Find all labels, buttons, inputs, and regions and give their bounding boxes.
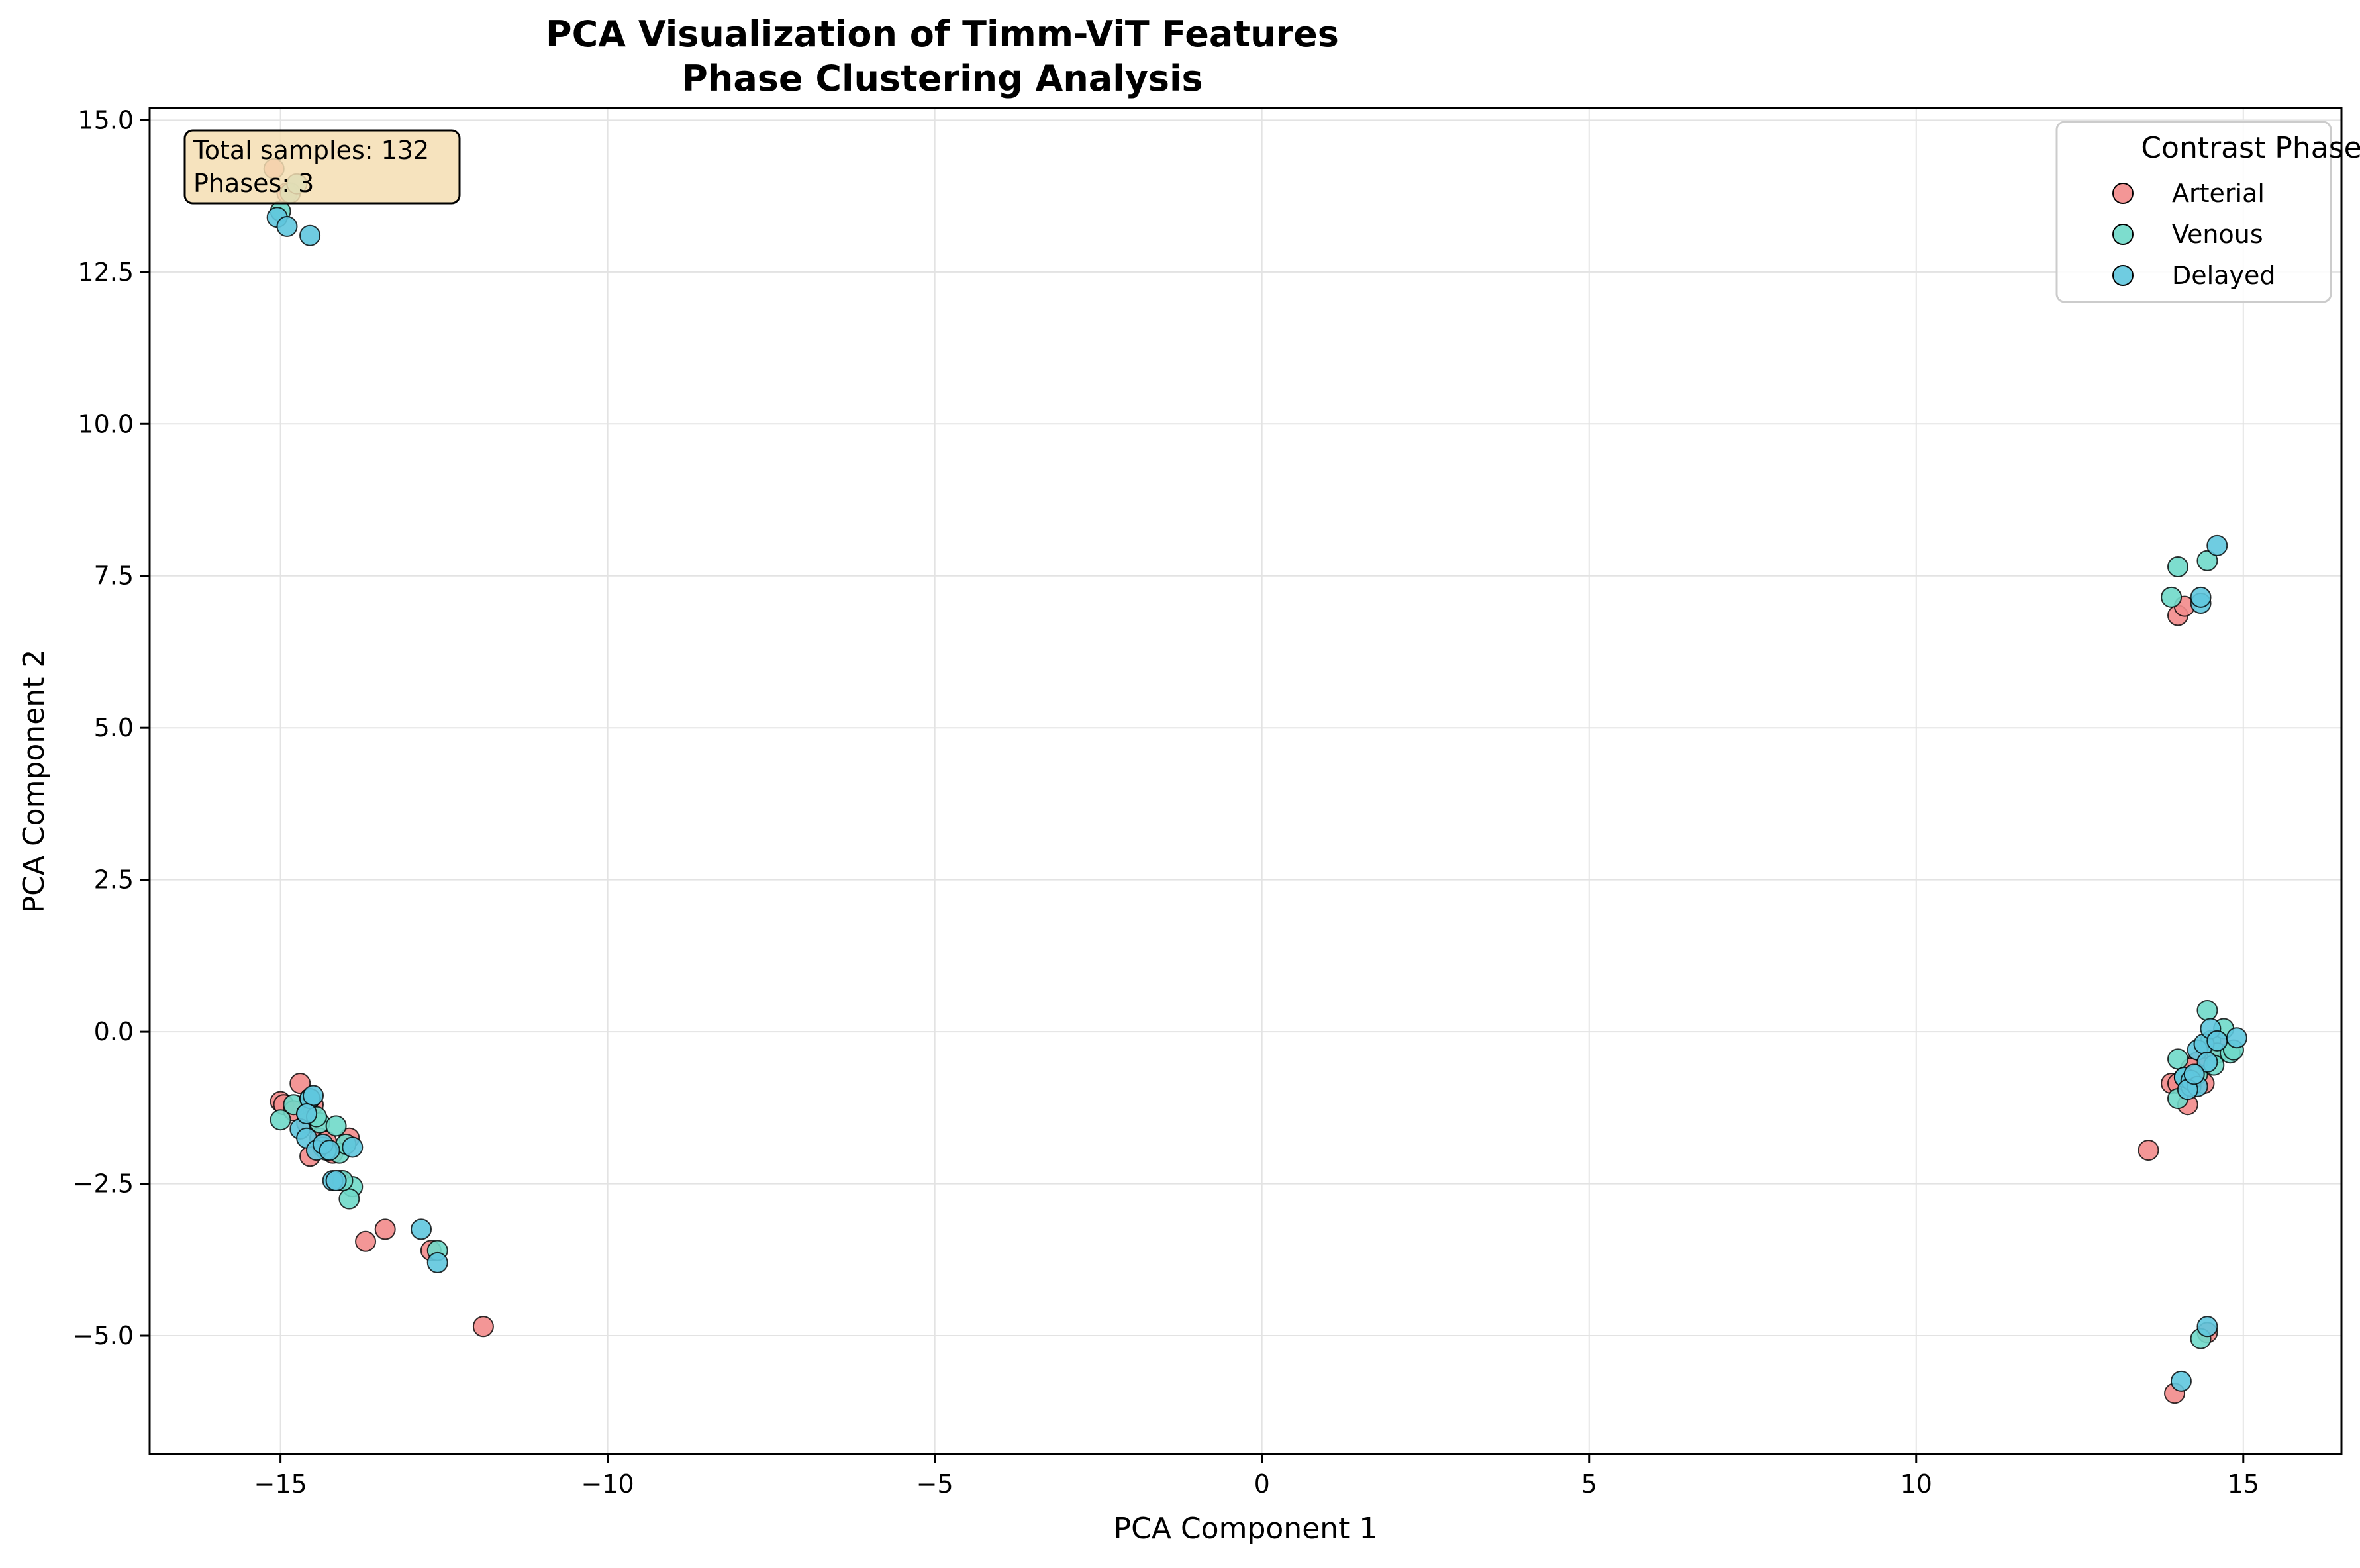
data-point-delayed (2170, 1370, 2192, 1392)
data-point-delayed (2206, 1030, 2228, 1052)
data-point-arterial (355, 1230, 377, 1252)
data-point-venous (2196, 550, 2218, 571)
y-tick-label: −5.0 (73, 1321, 134, 1350)
annotation-total-samples: Total samples: 132 (193, 136, 429, 165)
y-tick-label: 7.5 (94, 562, 134, 591)
x-tick-label: −10 (581, 1469, 634, 1498)
x-tick-label: 15 (2228, 1469, 2259, 1498)
chart-subtitle: Phase Clustering Analysis (681, 58, 1203, 99)
y-tick-label: −2.5 (73, 1169, 134, 1199)
x-tick-label: 0 (1254, 1469, 1270, 1498)
annotation-phases: Phases: 3 (193, 169, 314, 198)
y-tick-label: 15.0 (77, 105, 134, 134)
data-point-delayed (426, 1251, 448, 1273)
legend-marker-delayed (2112, 265, 2134, 286)
data-point-arterial (2138, 1140, 2159, 1161)
x-tick-label: −15 (254, 1469, 307, 1498)
data-point-delayed (2226, 1027, 2247, 1049)
data-point-delayed (2183, 1063, 2205, 1085)
data-point-venous (325, 1115, 347, 1137)
data-point-arterial (374, 1218, 396, 1240)
legend-marker-arterial (2112, 183, 2134, 204)
data-point-delayed (296, 1103, 318, 1125)
y-tick-label: 2.5 (94, 865, 134, 895)
data-point-delayed (299, 224, 321, 246)
plot-frame (148, 107, 2343, 1455)
scatter-points (263, 158, 2247, 1404)
data-point-venous (2167, 1048, 2188, 1070)
data-point-delayed (2190, 586, 2212, 608)
data-point-delayed (342, 1136, 364, 1158)
data-point-delayed (319, 1140, 340, 1161)
x-axis-label: PCA Component 1 (1114, 1512, 1378, 1545)
y-axis-label: PCA Component 2 (17, 650, 51, 914)
data-point-arterial (472, 1316, 494, 1338)
y-tick-label: 12.5 (77, 258, 134, 287)
legend: Contrast Phase Arterial Venous Delayed (2055, 121, 2360, 303)
data-point-venous (2161, 586, 2183, 608)
annotation-box: Total samples: 132 Phases: 3 (183, 129, 461, 205)
y-tick-label: 10.0 (77, 409, 134, 438)
legend-title: Contrast Phase (2141, 131, 2360, 165)
axis-ticks: −15 −10 −5 0 5 10 15 −5.0 −2.5 0.0 2.5 5.0 7.5 10.0 12… (73, 105, 2259, 1498)
data-point-delayed (2196, 1316, 2218, 1338)
x-tick-label: 5 (1581, 1469, 1597, 1498)
data-point-delayed (276, 215, 298, 237)
data-point-venous (2167, 556, 2188, 577)
legend-marker-venous (2112, 224, 2134, 245)
legend-label-arterial: Arterial (2172, 179, 2265, 208)
data-point-venous (338, 1188, 360, 1210)
data-point-arterial (289, 1073, 311, 1095)
y-tick-label: 5.0 (94, 713, 134, 742)
data-point-venous (2196, 999, 2218, 1021)
legend-label-venous: Venous (2172, 220, 2263, 249)
x-tick-label: −5 (916, 1469, 954, 1498)
y-tick-label: 0.0 (94, 1017, 134, 1046)
data-point-venous (270, 1109, 291, 1131)
x-tick-label: 10 (1900, 1469, 1932, 1498)
chart-title: PCA Visualization of Timm-ViT Features (546, 13, 1339, 55)
data-point-delayed (325, 1169, 347, 1191)
data-point-delayed (303, 1085, 324, 1106)
data-point-delayed (2206, 534, 2228, 556)
data-point-delayed (2196, 1051, 2218, 1073)
grid-lines (150, 108, 2341, 1454)
data-point-delayed (411, 1218, 432, 1240)
legend-label-delayed: Delayed (2172, 261, 2275, 290)
